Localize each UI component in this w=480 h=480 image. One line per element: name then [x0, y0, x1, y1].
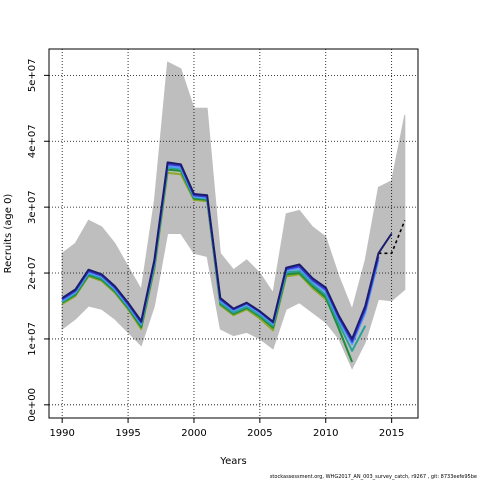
- y-tick-label: 5e+07: [27, 59, 38, 93]
- y-tick-label: 4e+07: [27, 124, 38, 158]
- plot-frame: [48, 48, 419, 419]
- y-tick-label: 1e+07: [27, 322, 38, 356]
- x-tick-label: 1995: [115, 428, 140, 439]
- confidence-band: [61, 61, 406, 370]
- x-tick-label: 1990: [49, 428, 74, 439]
- y-tick-label: 2e+07: [27, 256, 38, 290]
- series-layer: [61, 161, 406, 363]
- series-line: [61, 161, 393, 340]
- x-tick-label: 2000: [181, 428, 206, 439]
- x-tick-label: 2005: [247, 428, 272, 439]
- x-tick-label: 2010: [313, 428, 338, 439]
- source-footnote: stockassessment.org, WHG2017_AN_003_surv…: [270, 474, 477, 480]
- y-tick-label: 3e+07: [27, 190, 38, 224]
- axis-layer: 1990 1995 2000 2005 2010 2015 0e+00 1e+07 2e+07 3…: [27, 59, 404, 439]
- x-tick-label: 2015: [379, 428, 404, 439]
- x-axis-title: Years: [219, 456, 246, 467]
- confidence-band-layer: [61, 61, 406, 370]
- y-tick-label: 0e+00: [27, 388, 38, 422]
- y-axis-title: Recruits (age 0): [3, 194, 14, 274]
